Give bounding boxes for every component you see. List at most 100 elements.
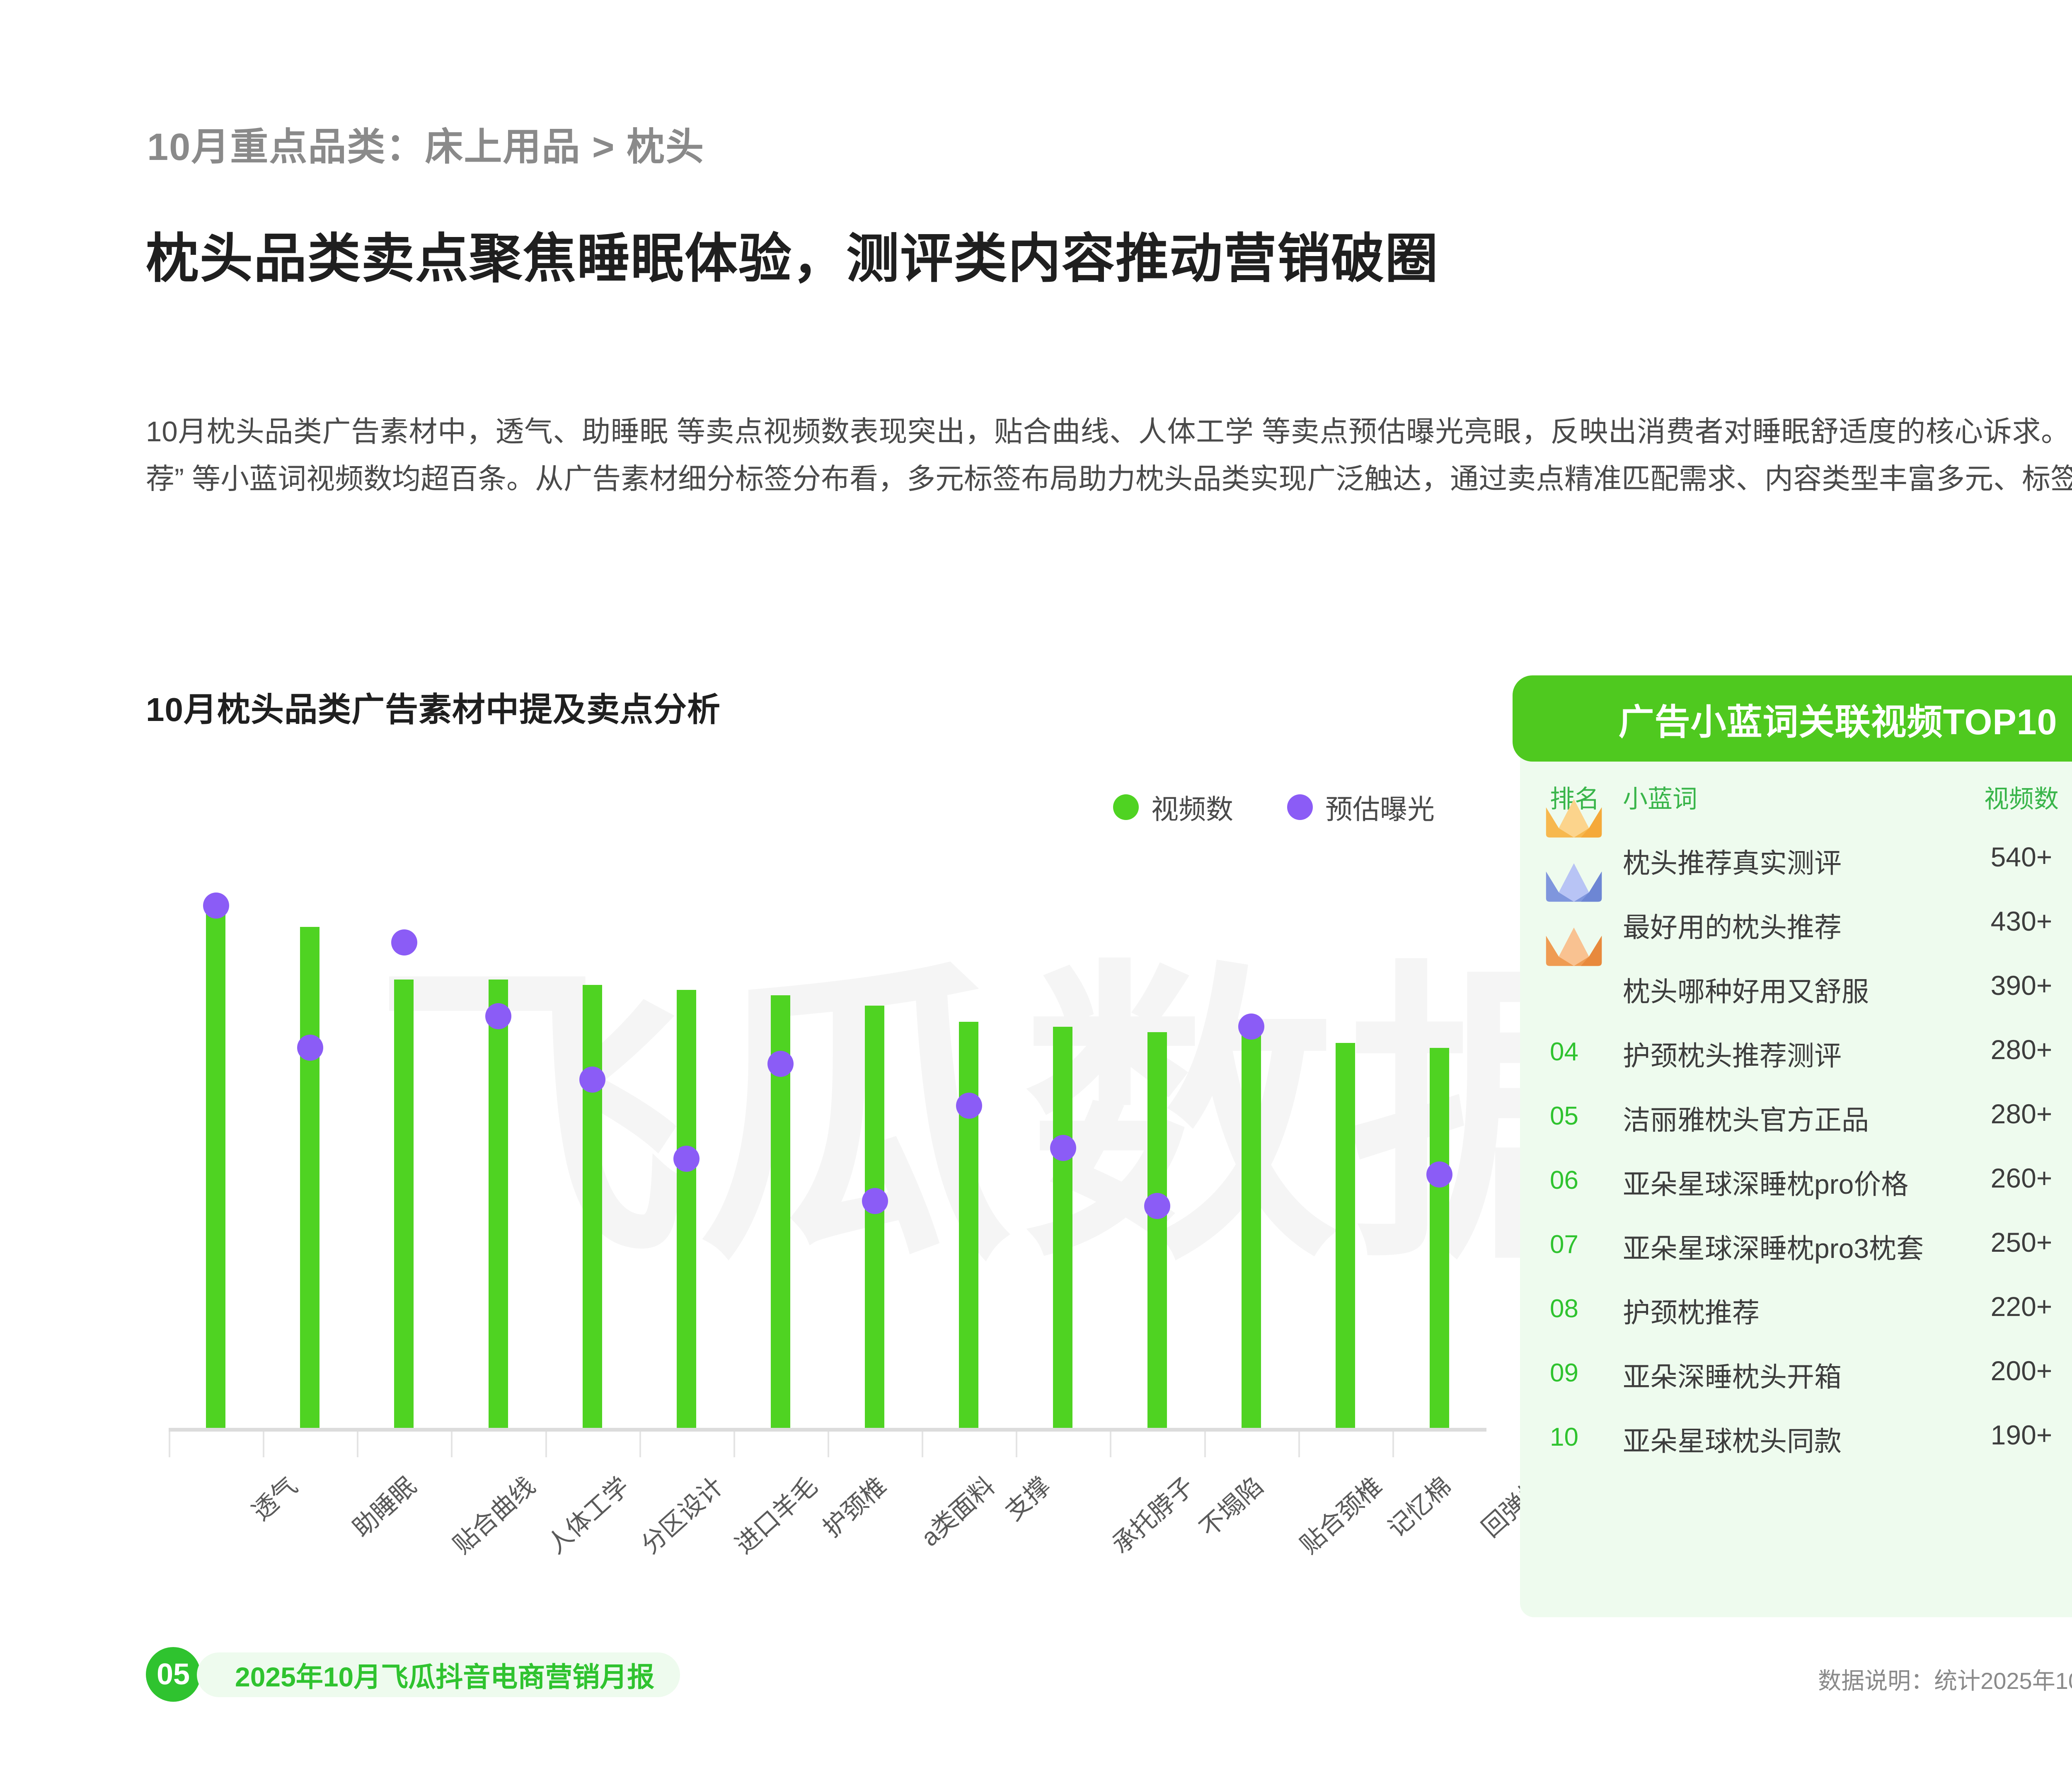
bar-承托脖子[interactable]	[1053, 1027, 1073, 1428]
rank-label: 06	[1550, 1166, 1578, 1195]
video-count-value: 190+	[1990, 1420, 2053, 1450]
bar-进口羊毛[interactable]	[676, 990, 696, 1428]
bar-透气[interactable]	[206, 900, 226, 1428]
x-axis-tick	[922, 1432, 924, 1457]
exposure-dot-进口羊毛[interactable]	[673, 1145, 700, 1172]
bar-不塌陷[interactable]	[1147, 1032, 1167, 1428]
x-axis-line	[169, 1428, 1486, 1432]
data-disclaimer: 数据说明：统计2025年10月抖音枕头品类相关的广告投放视频数据，非平台全量数据…	[1818, 1668, 2072, 1694]
video-count-value: 430+	[1990, 906, 2053, 936]
x-axis-label: 分区设计	[636, 1472, 729, 1559]
blue-word-label: 亚朵星球深睡枕pro价格	[1623, 1169, 1909, 1200]
blue-word-label: 洁丽雅枕头官方正品	[1623, 1105, 1869, 1135]
bar-a类面料[interactable]	[865, 1006, 885, 1428]
summary-paragraph: 10月枕头品类广告素材中，透气、助睡眠 等卖点视频数表现突出，贴合曲线、人体工学…	[146, 416, 2072, 495]
x-axis-tick	[639, 1432, 641, 1457]
exposure-dot-贴合颈椎[interactable]	[1238, 1014, 1265, 1040]
x-axis-tick	[1016, 1432, 1018, 1457]
x-axis-label: 人体工学	[542, 1472, 634, 1559]
x-axis-tick	[1298, 1432, 1300, 1457]
video-count-value: 250+	[1990, 1227, 2053, 1258]
blue-word-label: 护颈枕推荐	[1623, 1297, 1760, 1328]
x-axis-label: 记忆棉	[1382, 1472, 1457, 1543]
page-title: 枕头品类卖点聚焦睡眠体验，测评类内容推动营销破圈	[146, 229, 1439, 288]
video-count-value: 200+	[1990, 1355, 2053, 1386]
crown-icon-gold	[1545, 792, 1603, 839]
breadcrumb: 10月重点品类：床上用品 > 枕头	[147, 126, 705, 168]
rank-label: 05	[1550, 1102, 1578, 1130]
top10-column-headers: 排名 小蓝词 视频数	[1520, 779, 2072, 818]
bar-人体工学[interactable]	[488, 979, 508, 1428]
bar-贴合颈椎[interactable]	[1241, 1032, 1261, 1428]
rank-label: 10	[1550, 1423, 1578, 1451]
x-axis-label: 不塌陷	[1194, 1472, 1268, 1543]
exposure-dot-支撑[interactable]	[956, 1093, 982, 1119]
table-row[interactable]: 08 护颈枕推荐 220+	[1520, 1280, 2072, 1341]
table-row[interactable]: 05 洁丽雅枕头官方正品 280+	[1520, 1087, 2072, 1149]
table-row[interactable]: 06 亚朵星球深睡枕pro价格 260+	[1520, 1151, 2072, 1213]
video-count-value: 220+	[1990, 1291, 2053, 1322]
crown-icon-silver	[1545, 856, 1603, 903]
bar-chart: 视频数 预估曝光 透气 助睡眠 贴合曲线 人体工学 分区设计 进口羊毛 护颈椎 a类面料 支撑 承托…	[146, 787, 1551, 1591]
x-axis-label: 贴合颈椎	[1295, 1472, 1388, 1559]
table-row[interactable]: 最好用的枕头推荐 430+	[1520, 863, 2072, 956]
column-header-count: 视频数	[1984, 785, 2059, 813]
x-axis-tick	[1204, 1432, 1206, 1457]
bar-分区设计[interactable]	[582, 984, 602, 1428]
crown-icon-bronze	[1545, 921, 1603, 967]
x-axis-label: 贴合曲线	[448, 1472, 540, 1559]
rank-label: 08	[1550, 1294, 1578, 1323]
x-axis-label: 承托脖子	[1106, 1472, 1199, 1559]
legend-item-视频数[interactable]: 视频数	[1113, 787, 1233, 827]
table-row[interactable]: 09 亚朵深睡枕头开箱 200+	[1520, 1344, 2072, 1405]
table-row[interactable]: 07 亚朵星球深睡枕pro3枕套 250+	[1520, 1216, 2072, 1277]
blue-word-label: 亚朵星球深睡枕pro3枕套	[1623, 1233, 1924, 1264]
exposure-dot-贴合曲线[interactable]	[391, 929, 417, 955]
exposure-dot-分区设计[interactable]	[579, 1066, 606, 1093]
table-row[interactable]: 枕头推荐真实测评 540+	[1520, 799, 2072, 892]
legend-item-预估曝光[interactable]: 预估曝光	[1287, 787, 1435, 827]
bar-回弹性[interactable]	[1429, 1048, 1449, 1428]
legend-swatch-icon	[1287, 794, 1313, 820]
x-axis-tick	[169, 1432, 170, 1457]
page-number-badge: 05	[146, 1647, 201, 1702]
bar-记忆棉[interactable]	[1335, 1043, 1355, 1428]
blue-word-label: 亚朵星球枕头同款	[1623, 1426, 1842, 1456]
x-axis-label: 护颈椎	[818, 1472, 892, 1543]
exposure-dot-透气[interactable]	[203, 892, 229, 919]
blue-word-label: 亚朵深睡枕头开箱	[1623, 1362, 1842, 1392]
x-axis-tick	[1110, 1432, 1112, 1457]
blue-word-label: 枕头哪种好用又舒服	[1623, 976, 1869, 1007]
exposure-dot-不塌陷[interactable]	[1144, 1193, 1170, 1219]
blue-word-label: 最好用的枕头推荐	[1623, 912, 1842, 943]
report-name-pill: 2025年10月飞瓜抖音电商营销月报	[197, 1652, 680, 1697]
x-axis-tick	[545, 1432, 547, 1457]
exposure-dot-人体工学[interactable]	[485, 1003, 511, 1029]
x-axis-label: 进口羊毛	[730, 1472, 823, 1559]
table-row[interactable]: 枕头哪种好用又舒服 390+	[1520, 927, 2072, 1020]
video-count-value: 280+	[1990, 1034, 2053, 1065]
legend-label: 预估曝光	[1325, 794, 1435, 825]
bar-助睡眠[interactable]	[300, 926, 320, 1428]
exposure-dot-回弹性[interactable]	[1426, 1161, 1453, 1188]
exposure-dot-承托脖子[interactable]	[1050, 1135, 1076, 1161]
bar-贴合曲线[interactable]	[394, 979, 414, 1428]
bar-支撑[interactable]	[959, 1021, 979, 1428]
exposure-dot-助睡眠[interactable]	[297, 1035, 323, 1061]
video-count-value: 390+	[1990, 970, 2053, 1001]
top10-header: 广告小蓝词关联视频TOP10	[1513, 675, 2072, 762]
rank-label: 09	[1550, 1359, 1578, 1387]
top10-panel: 广告小蓝词关联视频TOP10 排名 小蓝词 视频数 枕头推荐真实测评 540+ 最好…	[1513, 675, 2072, 1617]
x-axis-tick	[828, 1432, 829, 1457]
bar-chart-legend: 视频数 预估曝光	[1113, 787, 1435, 827]
blue-word-label: 枕头推荐真实测评	[1623, 848, 1842, 878]
legend-label: 视频数	[1151, 794, 1233, 825]
bar-chart-title: 10月枕头品类广告素材中提及卖点分析	[146, 691, 721, 728]
exposure-dot-a类面料[interactable]	[862, 1188, 888, 1214]
table-row[interactable]: 04 护颈枕头推荐测评 280+	[1520, 1023, 2072, 1084]
exposure-dot-护颈椎[interactable]	[767, 1050, 794, 1077]
table-row[interactable]: 10 亚朵星球枕头同款 190+	[1520, 1408, 2072, 1470]
video-count-value: 540+	[1990, 842, 2053, 872]
video-count-value: 280+	[1990, 1098, 2053, 1129]
